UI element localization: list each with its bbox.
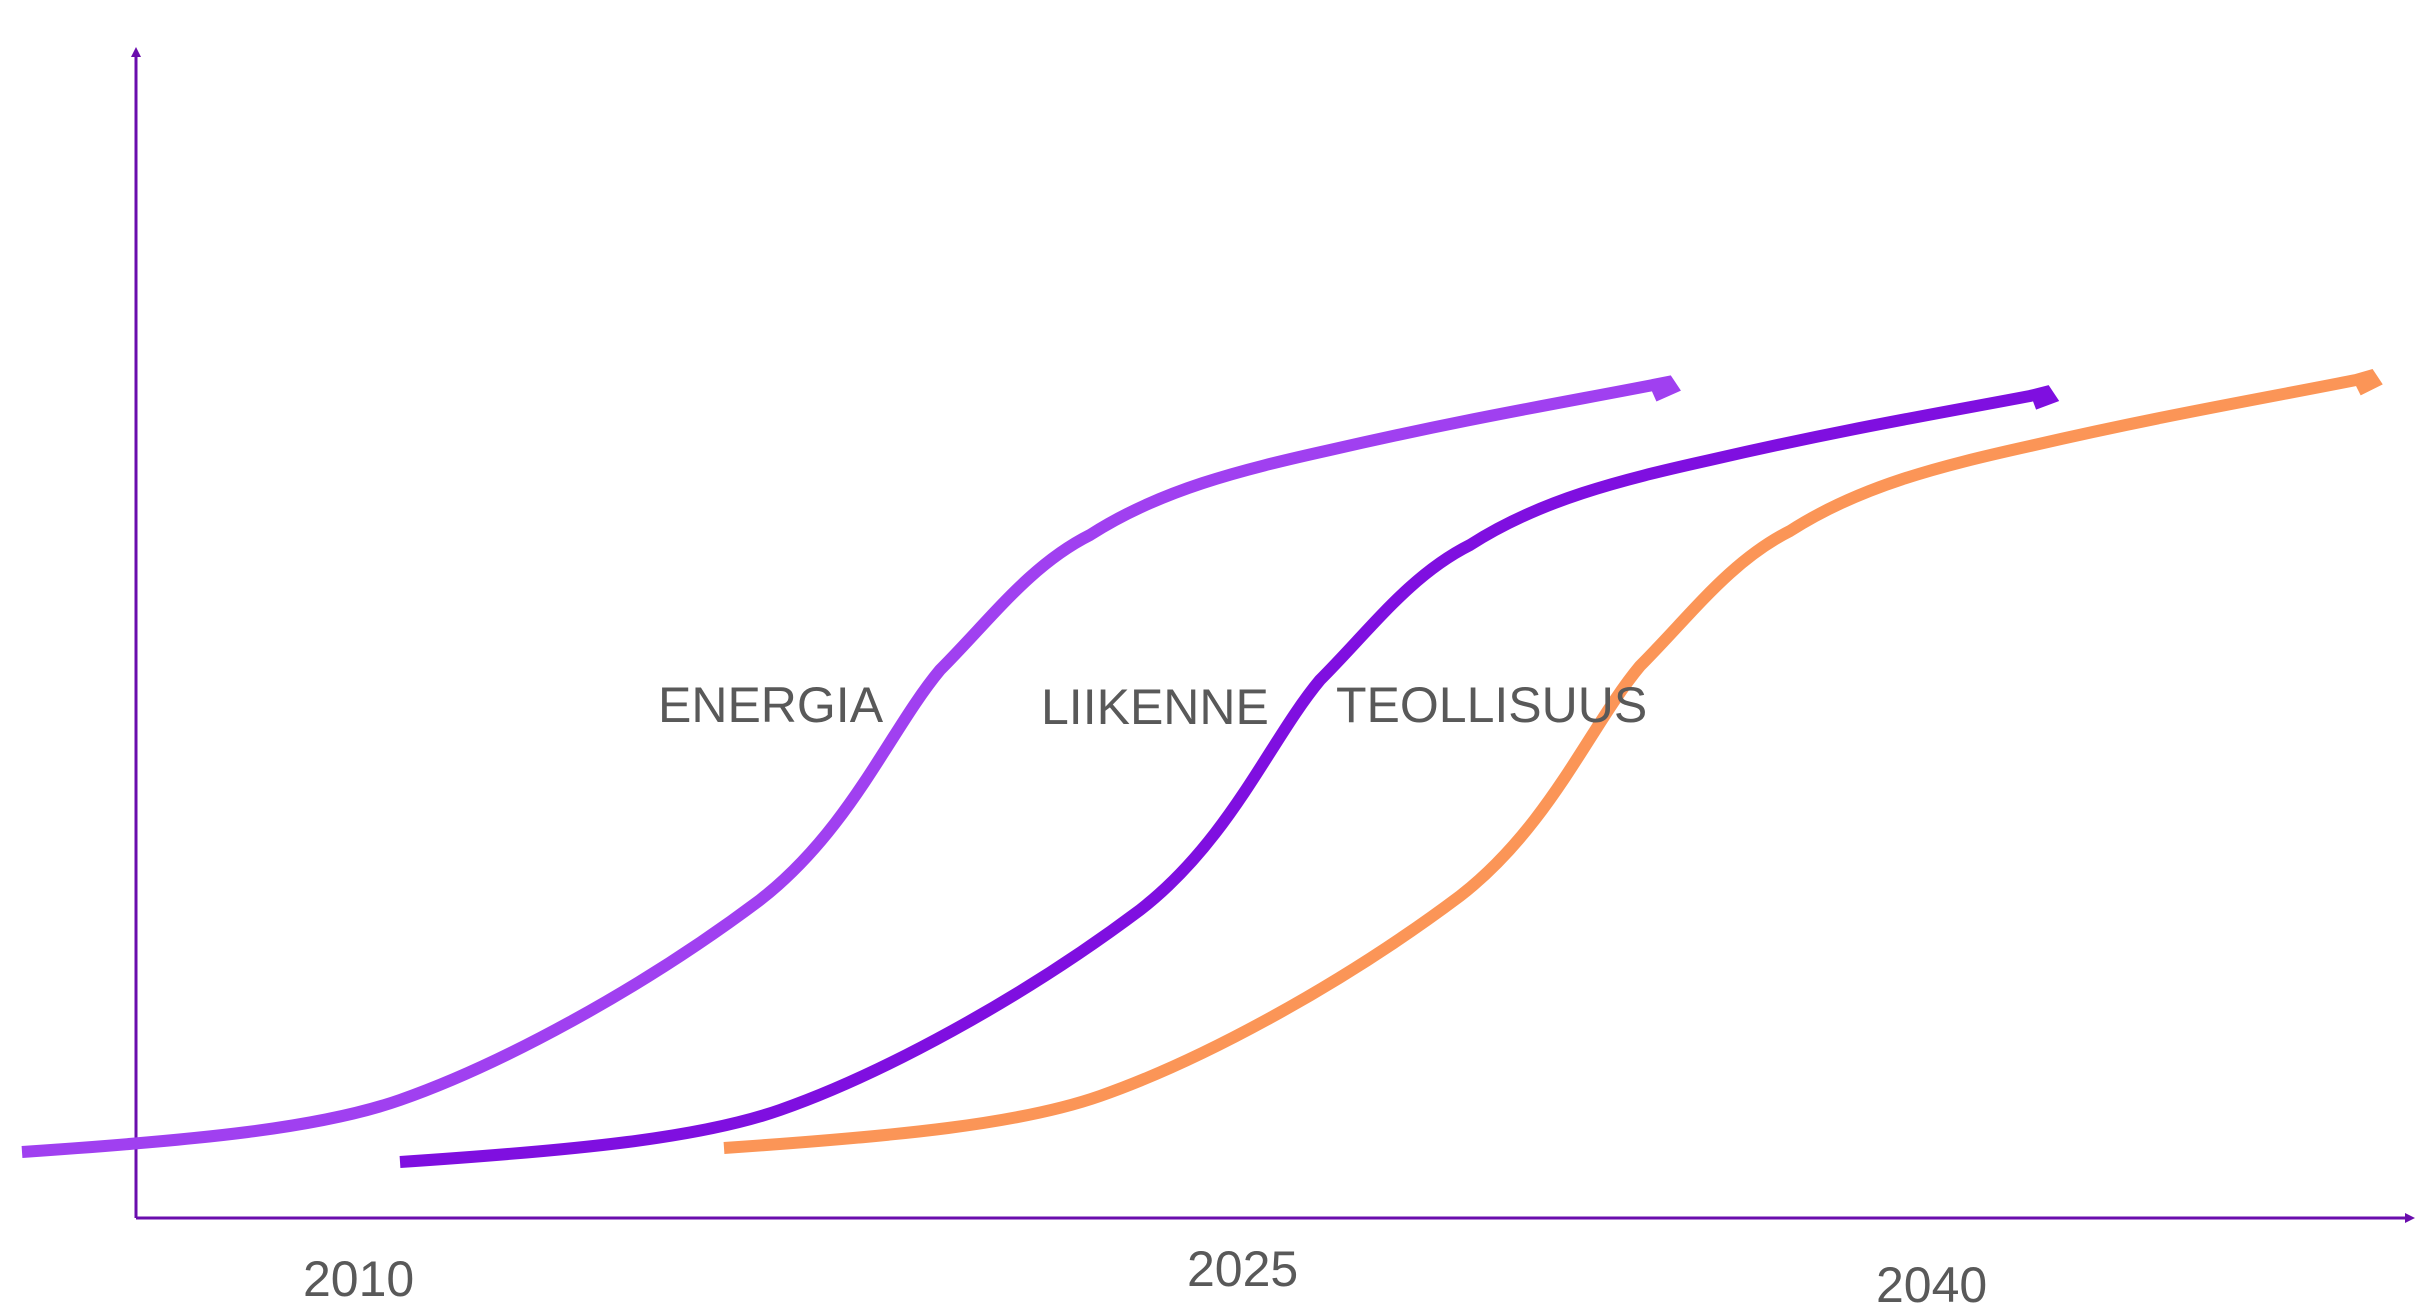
series-label-energia: ENERGIA — [658, 677, 884, 733]
x-tick-label-2040: 2040 — [1876, 1257, 1987, 1310]
series-line-energia — [21, 375, 1681, 1158]
series-line-liikenne — [399, 385, 2060, 1168]
x-tick-label-2025: 2025 — [1187, 1241, 1298, 1297]
series-label-teollisuus: TEOLLISUUS — [1336, 677, 1647, 733]
series-line-teollisuus — [723, 369, 2383, 1154]
series-label-liikenne: LIIKENNE — [1041, 679, 1269, 735]
x-tick-label-2010: 2010 — [303, 1251, 414, 1307]
